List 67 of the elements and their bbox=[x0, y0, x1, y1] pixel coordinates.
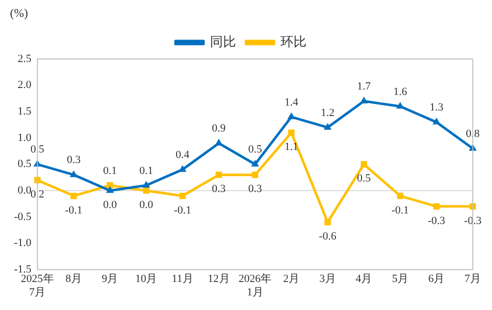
x-tick-label: 10月 bbox=[135, 273, 158, 286]
legend-label: 同比 bbox=[210, 34, 236, 49]
data-label: 0.4 bbox=[176, 148, 190, 161]
data-label: 0.9 bbox=[212, 122, 226, 135]
y-tick-label: 2.0 bbox=[18, 79, 32, 92]
y-tick-label: 2.5 bbox=[18, 52, 32, 65]
data-label: -0.6 bbox=[318, 230, 337, 243]
data-label: 0.2 bbox=[30, 188, 44, 200]
data-label: 0.5 bbox=[357, 172, 372, 185]
y-tick-label: 1.0 bbox=[18, 132, 32, 144]
point bbox=[288, 130, 295, 136]
data-label: -0.1 bbox=[391, 204, 409, 216]
x-tick-label: 2026年 1月 bbox=[238, 273, 272, 298]
y-tick-label: 1.5 bbox=[18, 106, 32, 118]
point bbox=[397, 192, 404, 200]
data-label: 0.3 bbox=[248, 183, 262, 196]
data-label: 1.4 bbox=[284, 96, 299, 108]
point bbox=[360, 96, 368, 104]
point bbox=[324, 122, 332, 130]
point bbox=[360, 161, 368, 168]
data-label: 0.3 bbox=[66, 154, 82, 166]
x-tick-label: 6月 bbox=[428, 273, 445, 286]
x-tick-label: 8月 bbox=[65, 273, 82, 286]
data-label: -0.3 bbox=[464, 214, 482, 227]
point bbox=[70, 192, 77, 200]
x-tick-label: 7月 bbox=[464, 273, 481, 286]
data-label: 0.0 bbox=[139, 199, 154, 212]
y-tick-label: 0.0 bbox=[18, 184, 32, 197]
y-tick-label: 0.5 bbox=[18, 158, 32, 170]
data-label: 1.6 bbox=[393, 86, 408, 98]
point bbox=[216, 172, 222, 178]
data-label: -0.1 bbox=[64, 204, 82, 216]
point bbox=[179, 192, 186, 200]
point bbox=[251, 160, 259, 167]
y-tick-label: -0.5 bbox=[14, 210, 32, 223]
y-tick-label: -1.0 bbox=[14, 237, 32, 250]
point bbox=[324, 219, 331, 226]
data-label: 1.7 bbox=[357, 80, 372, 93]
data-label: 0.5 bbox=[248, 144, 262, 156]
data-label: 1.2 bbox=[320, 106, 335, 119]
x-tick-label: 11月 bbox=[172, 273, 194, 286]
point bbox=[287, 112, 296, 120]
x-tick-label: 5月 bbox=[392, 273, 408, 286]
x-tick-label: 2025年 7月 bbox=[20, 273, 54, 298]
data-label: 0.8 bbox=[466, 128, 480, 140]
data-label: 0.5 bbox=[30, 144, 45, 156]
data-label: 0.1 bbox=[103, 164, 117, 177]
x-tick-label: 9月 bbox=[102, 273, 118, 286]
point bbox=[433, 203, 440, 210]
x-tick-label: 3月 bbox=[319, 273, 336, 286]
y-tick-label: -1.5 bbox=[14, 263, 32, 276]
x-tick-label: 2月 bbox=[283, 273, 300, 286]
data-label: -0.1 bbox=[174, 204, 192, 216]
legend-label: 环比 bbox=[280, 34, 306, 49]
data-label: -0.3 bbox=[428, 214, 446, 227]
data-label: 0.1 bbox=[139, 164, 154, 177]
point bbox=[143, 187, 150, 194]
x-tick-label: 4月 bbox=[356, 273, 372, 286]
point bbox=[432, 118, 440, 124]
data-label: 1.3 bbox=[430, 102, 444, 114]
data-label: 0.0 bbox=[103, 199, 118, 212]
point bbox=[106, 186, 114, 193]
x-tick-label: 12月 bbox=[208, 273, 230, 286]
point bbox=[252, 172, 258, 178]
y-axis-title: (%) bbox=[10, 6, 28, 20]
point bbox=[142, 180, 150, 188]
data-label: 0.3 bbox=[212, 183, 226, 196]
